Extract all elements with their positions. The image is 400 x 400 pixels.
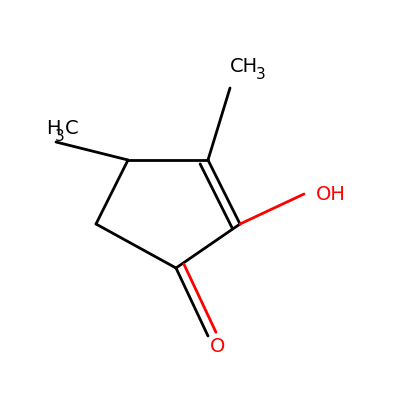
Text: 3: 3 [256, 67, 266, 82]
Text: OH: OH [316, 184, 346, 204]
Text: C: C [65, 119, 78, 138]
Text: H: H [46, 119, 60, 138]
Text: 3: 3 [55, 129, 64, 144]
Text: O: O [210, 336, 226, 356]
Text: CH: CH [230, 57, 258, 76]
